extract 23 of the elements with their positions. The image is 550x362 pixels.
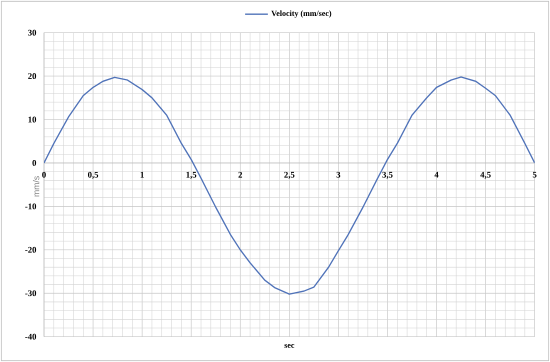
x-axis-title: sec: [284, 344, 294, 348]
y-tick-label: -30: [25, 290, 36, 296]
x-tick-label: 3: [336, 172, 340, 178]
y-tick-label: 10: [28, 116, 36, 122]
y-tick-label: 30: [28, 30, 36, 36]
x-tick-label: 0: [42, 172, 46, 178]
x-tick-label: 2: [238, 172, 242, 178]
x-tick-label: 0,5: [88, 172, 98, 179]
x-tick-label: 5: [532, 172, 537, 178]
x-tick-label: 4: [434, 172, 439, 178]
x-tick-label: 2,5: [284, 172, 294, 179]
x-tick-label: 3,5: [382, 172, 393, 179]
y-tick-label: 20: [28, 73, 36, 80]
y-tick-label: -20: [25, 246, 36, 253]
y-tick-label: -10: [25, 203, 36, 210]
y-tick-label: 0: [32, 160, 36, 166]
y-tick-label: -40: [25, 334, 36, 340]
x-tick-label: 4,5: [480, 172, 491, 179]
y-axis-title: mm/s: [32, 176, 40, 196]
x-tick-label: 1,5: [186, 172, 196, 179]
line-series: [44, 76, 535, 295]
x-tick-label: 1: [140, 172, 144, 178]
legend-label: Velocity (mm/sec): [271, 10, 332, 18]
